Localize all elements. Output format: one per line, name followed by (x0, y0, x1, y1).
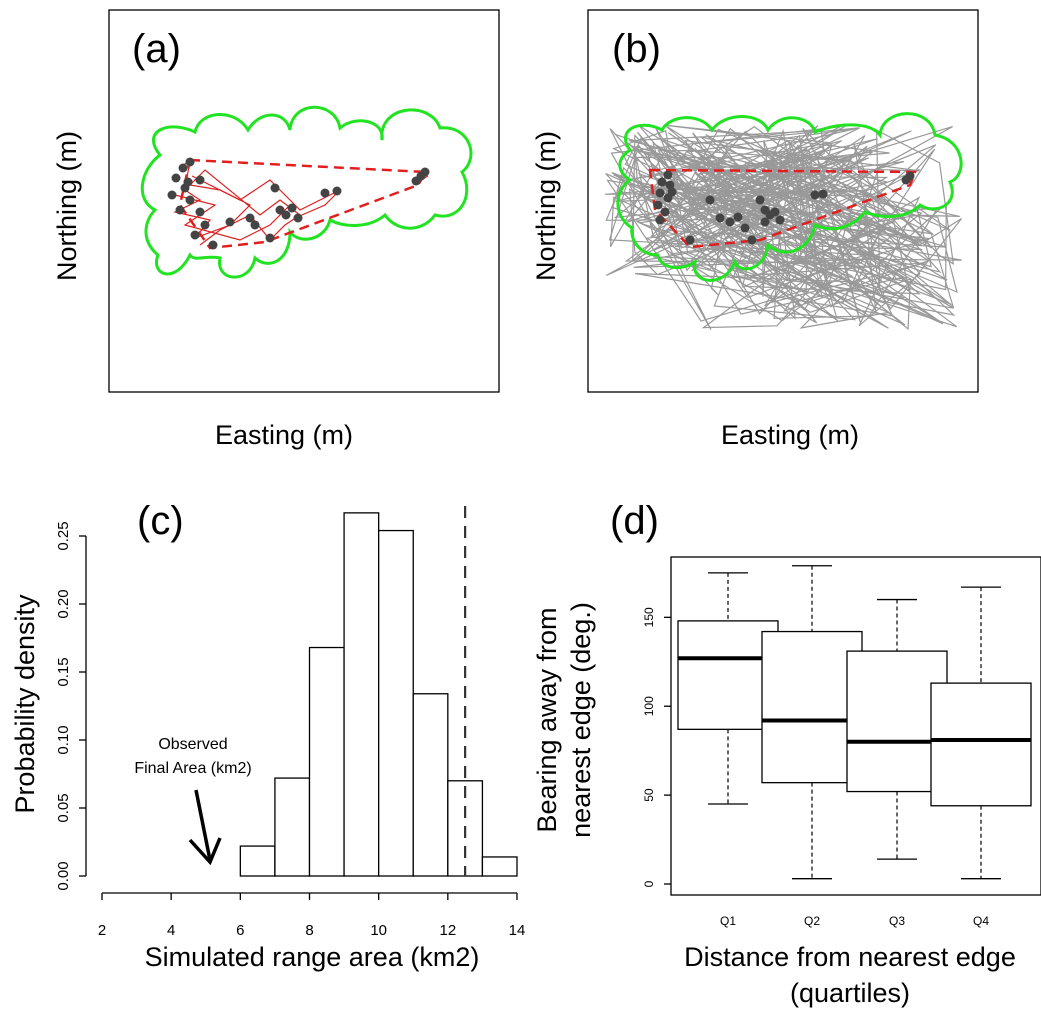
panel-d-tag: (d) (610, 499, 659, 543)
histogram-x-tick-label: 4 (167, 922, 175, 939)
histogram-bar (239, 845, 276, 877)
panel-b-hull (648, 168, 917, 249)
histogram-y-tick-label: 0.05 (55, 793, 72, 822)
panel-c: (c) 2 4 6 8 10 12 14 0.00 0.05 0.10 0.15 0.20 0.25 S… (10, 499, 525, 972)
simulated-path (657, 145, 853, 227)
panel-b-tag: (b) (612, 27, 661, 71)
simulated-path (608, 144, 866, 299)
simulated-path (654, 127, 923, 295)
boxplot-xlabel-line2: (quartiles) (790, 978, 910, 1008)
panel-b-simulated-paths (604, 124, 963, 331)
histogram-y-tick-label: 0.25 (55, 521, 72, 550)
boxplot-box (761, 630, 863, 784)
panel-b-xlabel: Easting (m) (721, 420, 859, 450)
simulated-path (609, 143, 906, 326)
observed-annotation-line1: Observed (158, 736, 227, 753)
panel-a-ylabel: Northing (m) (52, 131, 82, 281)
histogram-y-tick-label: 0.20 (55, 589, 72, 618)
panel-a-tag: (a) (132, 27, 181, 71)
boxplot-box (930, 682, 1032, 807)
simulated-path (652, 144, 872, 290)
boxplot-box (846, 650, 948, 793)
panel-b-ylabel: Northing (m) (531, 131, 561, 281)
simulated-path (762, 140, 891, 329)
boxplot-frame (670, 556, 1041, 896)
simulated-path (684, 139, 920, 314)
boxplot-category-label: Q4 (973, 914, 989, 928)
simulated-path (653, 156, 916, 272)
panel-a-xlabel: Easting (m) (215, 420, 353, 450)
boxplot-xlabel-line1: Distance from nearest edge (684, 942, 1016, 972)
histogram-y-tick-label: 0.15 (55, 657, 72, 686)
boxplot: Q1 Q2 Q3 Q4 0 50 100 150 (642, 565, 1032, 928)
simulated-path (663, 152, 815, 315)
histogram-x-tick-label: 8 (305, 922, 313, 939)
histogram-y-tick-label: 0.00 (55, 861, 72, 890)
panel-a-frame (108, 9, 500, 393)
panel-a: (a) Easting (m) Northing (m) (52, 9, 500, 450)
histogram-x-tick-label: 12 (439, 922, 456, 939)
boxplot-box (677, 620, 779, 730)
panel-b: (b) Easting (m) Northing (m) (531, 9, 979, 450)
panel-a-points (167, 157, 430, 250)
histogram-bar (412, 693, 449, 877)
histogram-bar (378, 529, 414, 877)
histogram-bar (308, 646, 345, 877)
histogram-xlabel: Simulated range area (km2) (145, 942, 480, 972)
histogram-x-tick-label: 6 (236, 922, 244, 939)
simulated-path (629, 168, 920, 276)
boxplot-category-label: Q2 (804, 914, 820, 928)
boxplot-category-label: Q3 (889, 914, 905, 928)
panel-d: (d) Q1 Q2 Q3 Q4 0 50 100 150 Distance from near… (532, 499, 1041, 1008)
panel-c-tag: (c) (137, 499, 184, 543)
histogram-x-tick-label: 10 (370, 922, 387, 939)
histogram-x-tick-label: 14 (509, 922, 526, 939)
boxplot-y-tick-label: 150 (642, 607, 656, 627)
simulated-path (635, 126, 953, 319)
panel-b-buffer-outline (616, 112, 963, 282)
boxplot-ylabel-line1: Bearing away from (532, 607, 562, 832)
histogram-bar (481, 856, 518, 877)
observed-arrow (188, 789, 222, 866)
histogram: 2 4 6 8 10 12 14 0.00 0.05 0.10 0.15 0.20 0.25 (55, 506, 525, 939)
simulated-path (853, 129, 955, 289)
histogram-bar (274, 777, 311, 877)
boxplot-category-label: Q1 (720, 914, 736, 928)
boxplot-y-tick-label: 0 (642, 880, 656, 887)
histogram-y-tick-label: 0.10 (55, 725, 72, 754)
histogram-bar (343, 512, 380, 877)
panel-b-points (653, 170, 915, 245)
boxplot-y-tick-label: 100 (642, 696, 656, 716)
boxplot-ylabel-line2: nearest edge (deg.) (566, 602, 596, 838)
panel-a-buffer-outline (140, 105, 473, 279)
observed-annotation-line2: Final Area (km2) (134, 760, 251, 777)
histogram-x-tick-label: 2 (98, 922, 106, 939)
simulated-path (650, 130, 912, 238)
boxplot-y-tick-label: 50 (642, 788, 656, 802)
histogram-ylabel: Probability density (10, 594, 40, 814)
